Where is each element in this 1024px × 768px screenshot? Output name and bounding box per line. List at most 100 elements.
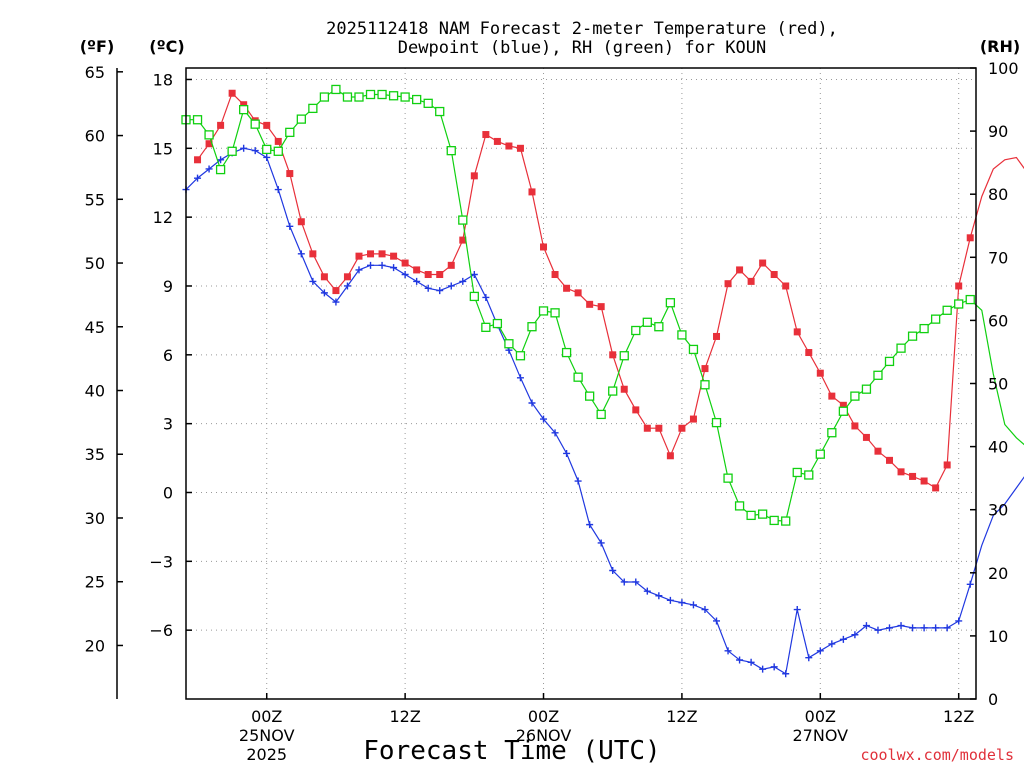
temperature-point <box>563 284 571 292</box>
rh-point <box>619 351 629 361</box>
rh-point <box>239 104 249 115</box>
dewpoint-point <box>436 287 444 295</box>
temperature-point <box>966 234 974 242</box>
temperature-point <box>413 266 421 274</box>
rh-point <box>423 98 433 108</box>
dewpoint-point <box>793 606 801 614</box>
series-layer <box>181 84 1024 678</box>
rh-point <box>515 351 526 361</box>
rh-point <box>711 417 722 428</box>
temperature-point <box>816 369 824 377</box>
rh-point <box>896 343 906 353</box>
temperature-point <box>194 156 202 164</box>
temperature-point <box>713 332 721 340</box>
rh-point <box>262 144 272 155</box>
rh-unit-label: (RH) <box>980 37 1020 56</box>
dewpoint-point <box>470 271 478 279</box>
rh-point <box>319 92 330 102</box>
temperature-point <box>551 271 559 279</box>
temperature-point <box>620 385 628 393</box>
rh-tick-label: 70 <box>988 248 1008 267</box>
rh-point <box>250 119 260 129</box>
rh-point <box>838 406 849 416</box>
plot-frame <box>185 67 977 700</box>
temperature-point <box>493 137 501 145</box>
temperature-point <box>597 303 605 311</box>
rh-point <box>769 515 779 526</box>
dewpoint-point <box>274 186 282 194</box>
dewpoint-point <box>805 654 813 662</box>
x-tick-label: 12Z <box>943 707 974 726</box>
rh-point <box>804 470 814 480</box>
rh-point <box>469 291 479 302</box>
temperature-point <box>839 401 847 409</box>
temperature-point <box>470 172 478 180</box>
temperature-point <box>759 259 767 267</box>
dewpoint-point <box>851 631 859 639</box>
temperature-point <box>205 140 213 148</box>
x-tick-label: 26NOV <box>516 726 572 745</box>
fahrenheit-tick-label: 20 <box>85 636 105 655</box>
x-tick-label: 2025 <box>246 745 287 764</box>
dewpoint-point <box>655 592 663 600</box>
celsius-tick-label: −6 <box>149 621 173 640</box>
dewpoint-line <box>185 147 1024 675</box>
fahrenheit-tick-label: 25 <box>85 573 105 592</box>
rh-tick-label: 40 <box>988 438 1008 457</box>
rh-point <box>757 509 768 519</box>
temperature-point <box>678 424 686 432</box>
temperature-point <box>932 484 940 492</box>
dewpoint-point <box>736 656 744 664</box>
fahrenheit-tick-label: 60 <box>85 127 105 146</box>
rh-point <box>365 89 376 100</box>
dewpoint-point <box>966 580 974 588</box>
rh-tick-label: 60 <box>988 311 1008 330</box>
dewpoint-point <box>886 624 894 632</box>
rh-point <box>273 146 283 156</box>
rh-point <box>954 299 964 309</box>
rh-point <box>331 84 341 95</box>
dewpoint-point <box>401 271 409 279</box>
rh-point <box>930 314 941 324</box>
rh-point <box>688 344 699 355</box>
rh-point <box>354 92 364 102</box>
rh-point <box>550 308 560 318</box>
dewpoint-point <box>759 665 767 673</box>
temperature-point <box>401 259 409 267</box>
dewpoint-point <box>343 282 351 290</box>
x-tick-label: 00Z <box>805 707 836 726</box>
rh-point <box>388 91 399 101</box>
rh-point <box>285 127 295 138</box>
dewpoint-point <box>632 578 640 586</box>
rh-point <box>573 372 583 382</box>
temperature-point <box>736 266 744 274</box>
x-tick-label: 12Z <box>389 707 420 726</box>
dewpoint-point <box>909 624 917 632</box>
dewpoint-point <box>770 663 778 671</box>
dewpoint-point <box>839 635 847 643</box>
celsius-tick-label: 3 <box>163 415 173 434</box>
rh-point <box>850 391 860 401</box>
rh-point <box>561 347 572 358</box>
rh-point <box>492 318 503 329</box>
temperature-point <box>701 365 709 373</box>
dewpoint-point <box>666 596 674 604</box>
temperature-point <box>459 236 467 244</box>
credit-text: coolwx.com/models <box>860 746 1014 764</box>
dewpoint-point <box>378 261 386 269</box>
celsius-tick-label: −3 <box>149 552 173 571</box>
temperature-point <box>240 101 248 109</box>
dewpoint-point <box>320 289 328 297</box>
dewpoint-point <box>309 277 317 285</box>
temperature-point <box>886 456 894 464</box>
fahrenheit-tick-label: 45 <box>85 318 105 337</box>
temperature-point <box>586 300 594 308</box>
rh-tick-label: 0 <box>988 690 998 709</box>
chart-text: 2025112418 NAM Forecast 2-meter Temperat… <box>80 19 1020 766</box>
dewpoint-point <box>459 277 467 285</box>
temperature-point <box>724 280 732 288</box>
x-tick-label: 00Z <box>251 707 282 726</box>
dewpoint-point <box>286 222 294 230</box>
dewpoint-point <box>367 261 375 269</box>
temperature-point <box>955 282 963 290</box>
